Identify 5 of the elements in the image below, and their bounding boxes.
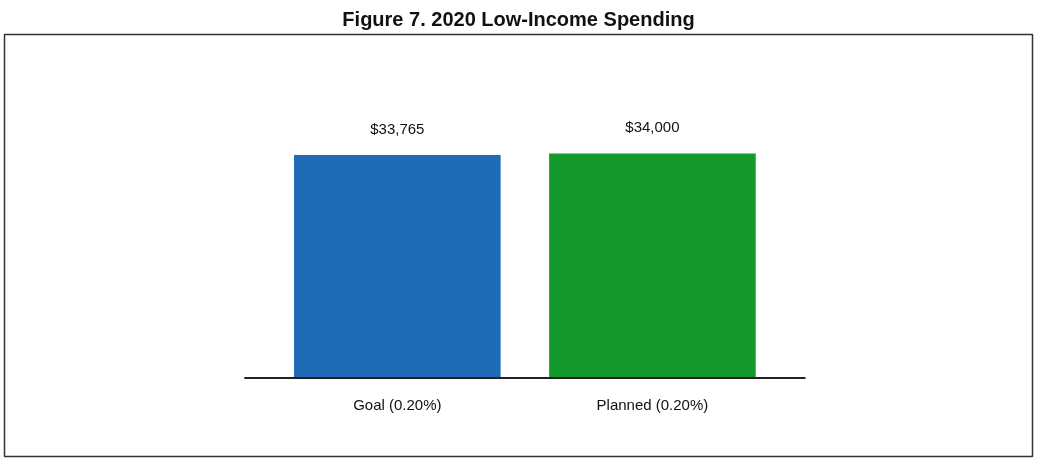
data-label: $33,765 <box>370 120 425 138</box>
data-label: $34,000 <box>625 118 680 136</box>
x-tick-label: Goal (0.20%) <box>353 395 442 413</box>
x-tick-label: Planned (0.20%) <box>596 395 709 413</box>
chart-title: Figure 7. 2020 Low-Income Spending <box>342 7 695 30</box>
